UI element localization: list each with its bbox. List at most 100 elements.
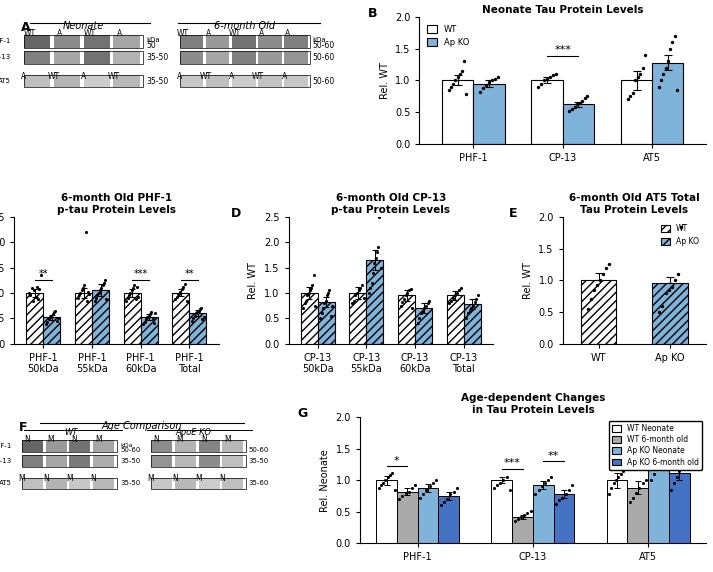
Bar [512,517,533,543]
Point [657,301,668,310]
Bar [232,51,255,64]
Point [130,295,141,304]
Point [180,279,191,288]
Point [51,316,62,325]
Point [431,475,442,484]
Point [307,281,318,290]
Text: N: N [43,474,48,483]
Text: ApoE KO: ApoE KO [175,428,211,437]
Point [610,475,622,484]
Point [574,98,585,107]
Bar [258,76,282,87]
Point [297,304,309,313]
Point [176,284,188,293]
Bar [22,440,117,452]
Point [491,480,503,490]
Point [640,50,651,59]
Bar [113,76,140,87]
Point [453,286,465,295]
Text: A: A [21,72,26,81]
Point [435,501,446,510]
Bar [124,293,140,344]
Point [35,271,46,280]
Point [186,316,198,325]
Point [314,313,326,323]
Point [605,483,617,492]
Text: M: M [95,435,102,444]
Text: 35-50: 35-50 [120,458,140,464]
Text: WT: WT [177,29,189,38]
Point [348,296,359,305]
Point [300,296,312,305]
Point [450,76,461,85]
Point [451,288,463,297]
Text: *: * [666,422,672,432]
Point [138,320,149,329]
Point [533,82,544,92]
Point [630,488,642,498]
Point [178,282,189,291]
Point [181,296,193,305]
Title: 6-month Old PHF-1
p-tau Protein Levels: 6-month Old PHF-1 p-tau Protein Levels [57,193,176,215]
Title: Age-dependent Changes
in Tau Protein Levels: Age-dependent Changes in Tau Protein Lev… [461,393,605,415]
Point [309,301,321,310]
Bar [53,76,81,87]
Bar [22,440,43,452]
Point [588,285,600,295]
Point [367,268,379,277]
Point [422,299,434,308]
Bar [301,293,318,344]
Bar [531,80,563,144]
Point [304,286,316,295]
Point [461,90,472,99]
Point [660,288,671,297]
Point [80,228,91,237]
Text: 50-60: 50-60 [312,53,334,62]
Point [299,299,310,308]
Point [189,311,200,320]
Text: 35-60: 35-60 [248,480,269,486]
Point [518,510,530,519]
Point [620,450,631,459]
Point [473,291,484,300]
Point [597,269,609,279]
Point [414,313,425,323]
Point [31,282,43,291]
Point [123,291,135,300]
Title: 6-month Old AT5 Total
Tau Protein Levels: 6-month Old AT5 Total Tau Protein Levels [569,193,699,215]
Point [400,488,411,498]
Point [669,276,680,285]
Point [443,85,454,94]
Point [320,296,332,305]
Bar [69,440,91,452]
Point [41,320,52,329]
Point [192,308,203,317]
Point [501,472,513,482]
Point [347,299,358,308]
Text: A: A [206,29,212,38]
Bar [92,291,109,344]
Bar [669,472,689,543]
Point [548,71,559,80]
Text: A: A [259,29,264,38]
Point [550,499,562,509]
Bar [442,81,473,144]
Bar [151,455,172,467]
Text: kDa: kDa [312,37,326,43]
Point [96,283,107,292]
Point [424,482,436,491]
Point [128,281,140,290]
Text: N: N [24,435,30,444]
Text: WT: WT [63,428,77,437]
Point [458,57,470,66]
Point [98,278,110,287]
Bar [563,105,594,144]
Text: 35-50: 35-50 [147,53,169,62]
Bar [232,35,255,47]
Point [495,479,506,488]
Point [83,287,94,296]
Point [94,286,106,295]
Bar [22,478,43,489]
Point [533,485,544,494]
Point [446,296,457,305]
